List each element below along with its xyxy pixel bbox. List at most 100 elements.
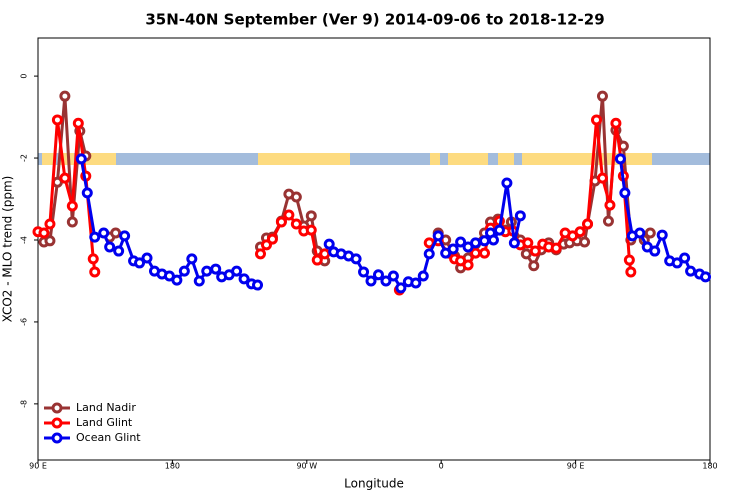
data-point	[38, 227, 50, 239]
data-point	[59, 90, 71, 102]
data-point	[387, 270, 399, 282]
y-tick-label: -4	[20, 236, 29, 244]
data-point	[649, 245, 661, 257]
data-point	[72, 117, 84, 129]
data-point	[501, 177, 513, 189]
data-point	[275, 216, 287, 228]
land-strip	[430, 153, 440, 165]
x-tick-label: 90 E	[567, 462, 585, 471]
data-point	[550, 242, 562, 254]
data-point	[311, 254, 323, 266]
land-strip	[42, 153, 56, 165]
data-point	[66, 216, 78, 228]
data-point	[104, 241, 116, 253]
x-tick-label: 180	[165, 462, 180, 471]
data-point	[201, 265, 213, 277]
data-point	[372, 269, 384, 281]
data-point	[255, 248, 267, 260]
y-tick-label: -8	[20, 400, 29, 408]
data-point	[596, 172, 608, 184]
data-point	[290, 191, 302, 203]
data-point	[365, 275, 377, 287]
plot-frame	[37, 37, 711, 461]
chart-title: 35N-40N September (Ver 9) 2014-09-06 to …	[145, 11, 604, 29]
data-point	[574, 226, 586, 238]
data-point	[487, 234, 499, 246]
data-point	[479, 247, 491, 259]
data-point	[508, 237, 520, 249]
data-point	[305, 224, 317, 236]
data-point	[81, 187, 93, 199]
data-point	[610, 117, 622, 129]
land-strip	[522, 153, 652, 165]
data-point	[700, 271, 712, 283]
data-point	[479, 235, 491, 247]
data-point	[514, 210, 526, 222]
data-point	[210, 263, 222, 275]
data-point	[87, 253, 99, 265]
data-point	[623, 254, 635, 266]
data-point	[44, 218, 56, 230]
data-point	[186, 253, 198, 265]
data-point	[644, 227, 656, 239]
legend-label: Land Nadir	[76, 401, 136, 414]
data-point	[380, 275, 392, 287]
land-strip	[258, 153, 350, 165]
data-point	[193, 275, 205, 287]
data-point	[582, 218, 594, 230]
data-point	[305, 210, 317, 222]
y-tick-label: 0	[20, 74, 29, 79]
data-point	[493, 224, 505, 236]
data-point	[602, 215, 614, 227]
data-point	[89, 266, 101, 278]
data-point	[522, 237, 534, 249]
data-point	[679, 252, 691, 264]
legend-label: Land Glint	[76, 416, 133, 429]
data-point	[395, 282, 407, 294]
data-point	[423, 248, 435, 260]
data-point	[634, 227, 646, 239]
land-mask-strip	[38, 153, 710, 165]
data-point	[470, 237, 482, 249]
data-point	[591, 114, 603, 126]
data-point	[432, 230, 444, 242]
legend-marker	[51, 417, 63, 429]
x-tick-label: 90 W	[296, 462, 317, 471]
data-point	[119, 230, 131, 242]
data-point	[455, 236, 467, 248]
data-point	[358, 266, 370, 278]
y-axis-label: XCO2 - MLO trend (ppm)	[1, 176, 15, 323]
data-point	[231, 265, 243, 277]
data-point	[283, 209, 295, 221]
data-point	[520, 248, 532, 260]
data-point	[75, 153, 87, 165]
data-point	[470, 247, 482, 259]
data-point	[625, 266, 637, 278]
x-tick-label: 90 E	[29, 462, 47, 471]
data-point	[410, 277, 422, 289]
data-point	[529, 245, 541, 257]
data-point	[252, 279, 264, 291]
data-point	[671, 257, 683, 269]
data-point	[134, 257, 146, 269]
data-point	[44, 235, 56, 247]
data-point	[51, 114, 63, 126]
data-point	[290, 218, 302, 230]
x-tick-label: 0	[439, 462, 444, 471]
data-point	[604, 199, 616, 211]
data-point	[98, 227, 110, 239]
land-strip	[448, 153, 488, 165]
y-tick-label: -2	[20, 154, 29, 162]
data-point	[350, 253, 362, 265]
data-point	[110, 227, 122, 239]
data-point	[238, 273, 250, 285]
data-point	[319, 248, 331, 260]
data-point	[528, 260, 540, 272]
x-axis-label: Longitude	[344, 477, 404, 491]
data-point	[596, 90, 608, 102]
data-point	[619, 187, 631, 199]
data-point	[113, 245, 125, 257]
data-point	[66, 200, 78, 212]
legend-marker	[51, 432, 63, 444]
